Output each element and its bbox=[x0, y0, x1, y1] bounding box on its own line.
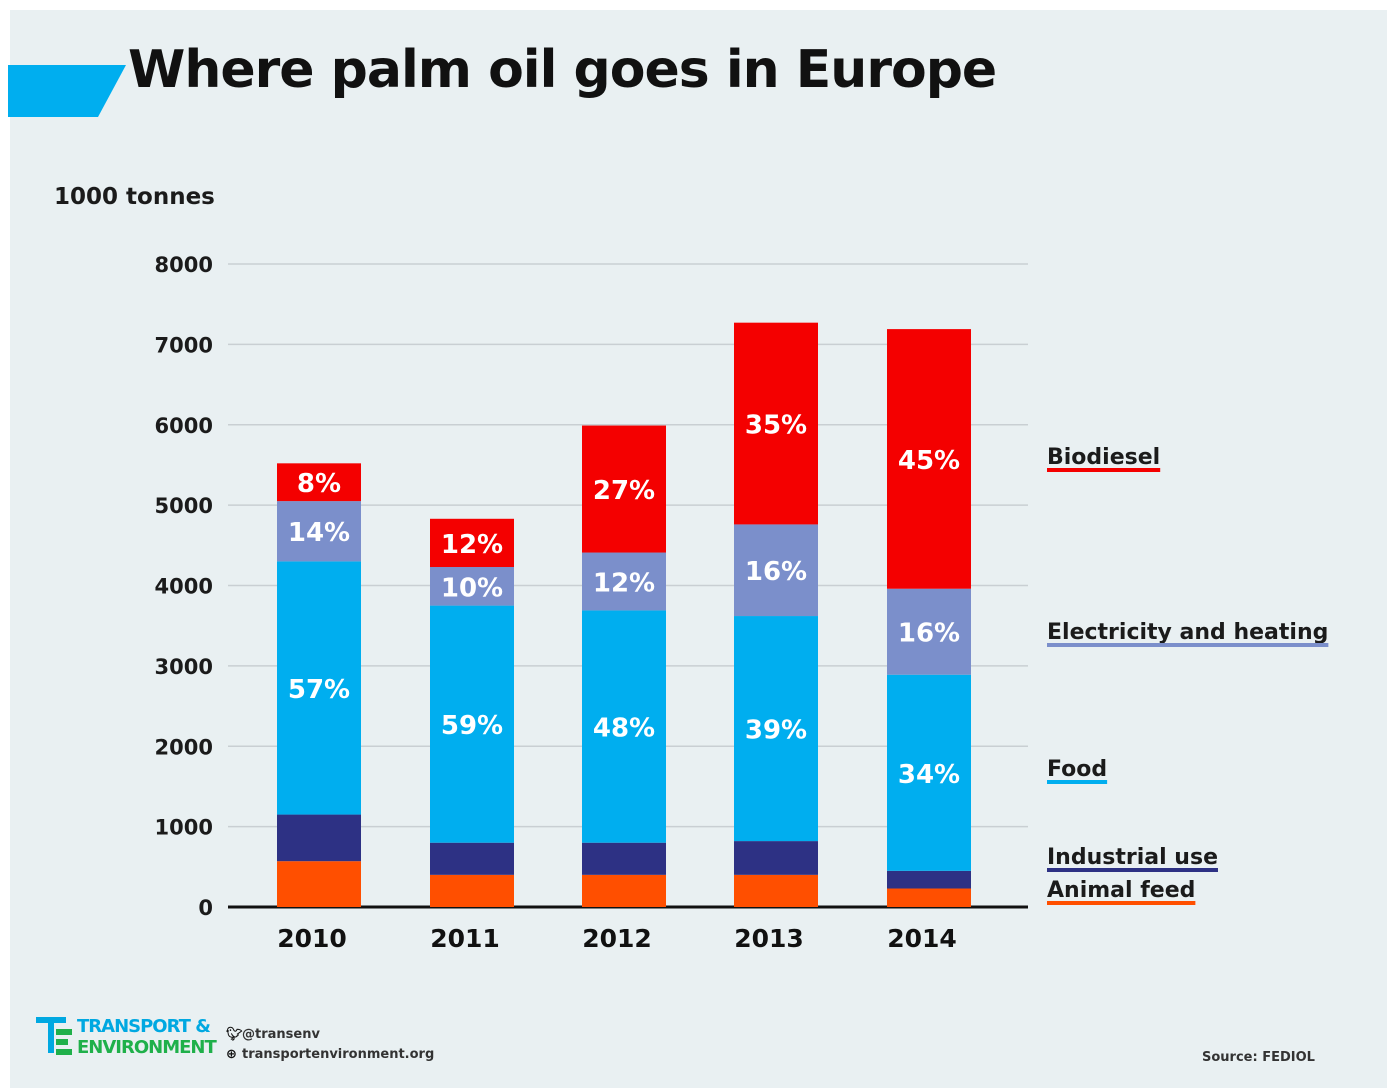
y-tick-label: 8000 bbox=[155, 253, 213, 277]
stacked-bar-chart: 0 1000 2000 3000 4000 5000 6000 7000 8000 57% 14%… bbox=[155, 253, 1329, 953]
y-tick-label: 3000 bbox=[155, 655, 213, 679]
segment-label: 59% bbox=[441, 711, 503, 741]
legend-underline bbox=[1047, 468, 1161, 472]
legend-label: Biodiesel bbox=[1047, 445, 1160, 470]
y-tick-label: 1000 bbox=[155, 816, 213, 840]
x-tick-labels: 2010 2011 2012 2013 2014 bbox=[277, 924, 957, 953]
segment-label: 10% bbox=[441, 573, 503, 603]
segment-label: 16% bbox=[745, 557, 807, 587]
twitter-handle-text: @transenv bbox=[242, 1027, 320, 1042]
legend-underline bbox=[1047, 868, 1218, 872]
legend-underline bbox=[1047, 780, 1108, 784]
twitter-bird-icon: 🐦︎ bbox=[226, 1027, 243, 1042]
y-tick-label: 4000 bbox=[155, 575, 213, 599]
bar-segment bbox=[582, 425, 666, 553]
bar-segment bbox=[277, 463, 361, 502]
globe-icon: ⊕ bbox=[226, 1047, 237, 1062]
brand-name-line1: TRANSPORT & bbox=[77, 1016, 211, 1037]
bar-segment bbox=[582, 610, 666, 843]
bar-segment bbox=[734, 841, 818, 875]
segment-label: 39% bbox=[745, 716, 807, 746]
bar-segment bbox=[887, 674, 971, 871]
x-tick-label: 2013 bbox=[734, 924, 804, 953]
y-tick-label: 0 bbox=[198, 896, 213, 920]
bar-segment bbox=[734, 874, 818, 907]
segment-label: 14% bbox=[288, 518, 350, 548]
bar-segment bbox=[430, 567, 514, 606]
bar-segment bbox=[430, 874, 514, 907]
y-tick-label: 2000 bbox=[155, 735, 213, 759]
legend-label: Industrial use bbox=[1047, 845, 1218, 870]
segment-label: 8% bbox=[297, 469, 341, 499]
y-axis-label: 1000 tonnes bbox=[54, 184, 215, 210]
segment-label: 12% bbox=[593, 568, 655, 598]
legend-underline bbox=[1047, 643, 1329, 647]
bar-segment bbox=[887, 588, 971, 675]
bar-segment bbox=[887, 888, 971, 907]
bar-segment bbox=[582, 874, 666, 907]
legend-underline bbox=[1047, 901, 1196, 905]
bar-segment bbox=[430, 842, 514, 875]
segment-label: 48% bbox=[593, 714, 655, 744]
bar-segment bbox=[277, 861, 361, 907]
segment-label: 45% bbox=[898, 446, 960, 476]
bar-segment bbox=[734, 322, 818, 525]
y-tick-labels: 0 1000 2000 3000 4000 5000 6000 7000 8000 bbox=[155, 253, 213, 920]
website-link[interactable]: ⊕ transportenvironment.org bbox=[226, 1047, 434, 1062]
x-tick-label: 2010 bbox=[277, 924, 347, 953]
bar-segment bbox=[887, 329, 971, 589]
segment-label: 35% bbox=[745, 411, 807, 441]
bar-segment bbox=[430, 518, 514, 568]
legend-label: Electricity and heating bbox=[1047, 620, 1328, 645]
segment-labels: 57% 14% 8% 59% 10% 12% 48% 12% 27% 39% 16% 35% 34% 16… bbox=[288, 411, 960, 790]
bar-segment bbox=[430, 605, 514, 843]
brand-name-line2: ENVIRONMENT bbox=[77, 1037, 217, 1058]
x-tick-label: 2012 bbox=[582, 924, 652, 953]
x-tick-label: 2014 bbox=[887, 924, 957, 953]
segment-label: 34% bbox=[898, 760, 960, 790]
bar-segment bbox=[582, 842, 666, 875]
legend-label: Animal feed bbox=[1047, 878, 1195, 903]
bar-segment bbox=[734, 524, 818, 617]
bar-segment bbox=[734, 616, 818, 842]
y-tick-label: 7000 bbox=[155, 333, 213, 357]
page-title: Where palm oil goes in Europe bbox=[128, 40, 997, 100]
x-tick-label: 2011 bbox=[430, 924, 500, 953]
legend: Animal feed Industrial use Food Electricity… bbox=[1047, 445, 1329, 905]
title-accent-bar bbox=[8, 65, 126, 117]
y-tick-label: 6000 bbox=[155, 414, 213, 438]
bar-segment bbox=[887, 870, 971, 889]
bar-segment bbox=[277, 814, 361, 862]
y-tick-label: 5000 bbox=[155, 494, 213, 518]
website-text: transportenvironment.org bbox=[242, 1047, 435, 1062]
segment-label: 57% bbox=[288, 675, 350, 705]
bar-segment bbox=[277, 501, 361, 562]
segment-label: 16% bbox=[898, 619, 960, 649]
bars bbox=[277, 322, 971, 907]
bar-segment bbox=[582, 552, 666, 611]
legend-label: Food bbox=[1047, 757, 1107, 782]
segment-label: 27% bbox=[593, 476, 655, 506]
transport-environment-logo-icon bbox=[36, 1017, 72, 1055]
segment-label: 12% bbox=[441, 530, 503, 560]
bar-segment bbox=[277, 561, 361, 815]
source-note: Source: FEDIOL bbox=[1202, 1050, 1315, 1065]
twitter-handle[interactable]: 🐦︎@transenv bbox=[226, 1027, 320, 1042]
